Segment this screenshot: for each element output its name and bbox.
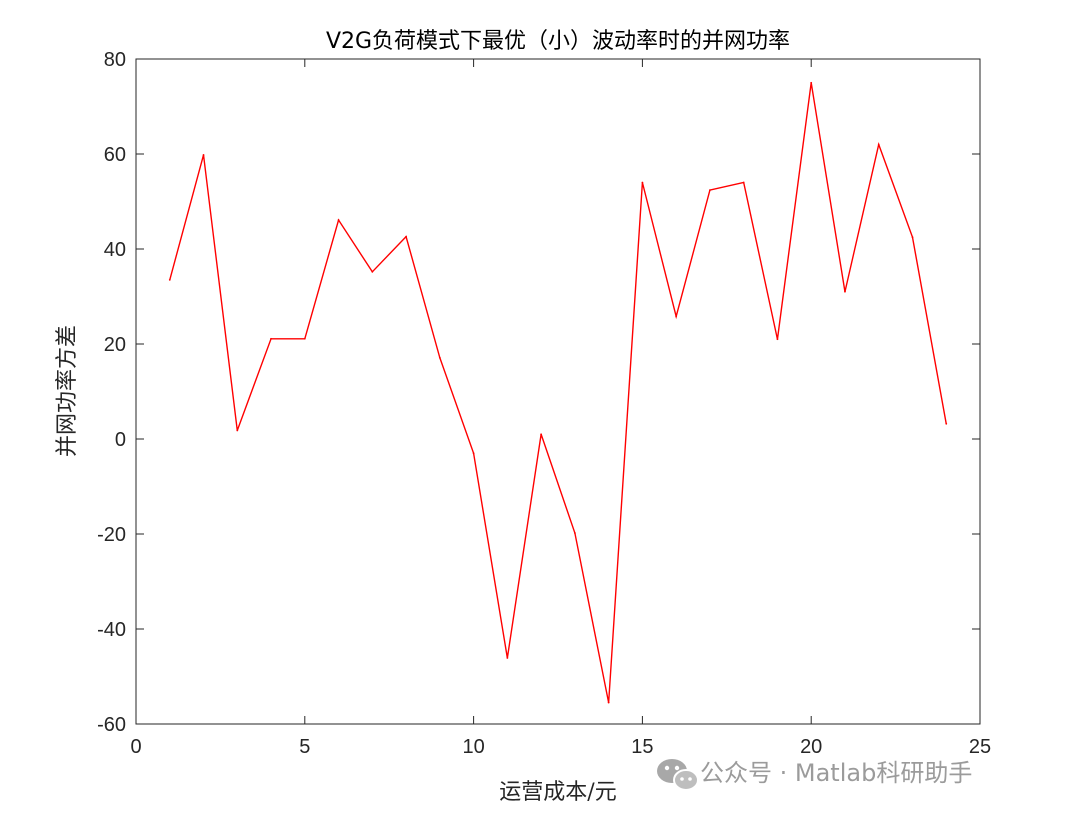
wechat-icon (657, 759, 699, 791)
data-point (168, 278, 171, 281)
data-point (472, 452, 475, 455)
data-point (236, 429, 239, 432)
x-axis-label: 运营成本/元 (499, 780, 616, 805)
y-tick-label: 80 (104, 49, 126, 71)
x-tick-label: 0 (130, 736, 141, 758)
data-point (438, 356, 441, 359)
data-point (202, 154, 205, 156)
y-tick-label: 60 (104, 144, 126, 166)
chart-title: V2G负荷模式下最优（小）波动率时的并网功率 (326, 29, 790, 54)
watermark: 公众号 · Matlab科研助手 (657, 759, 972, 791)
y-tick-label: -20 (97, 524, 126, 546)
data-point (911, 236, 914, 239)
data-point (877, 143, 880, 146)
plot-area (136, 59, 980, 724)
data-point (709, 189, 711, 192)
data-point (371, 270, 374, 273)
data-point (742, 181, 745, 184)
data-point (405, 235, 407, 238)
data-point (844, 290, 846, 293)
x-axis-ticks: 0 5 10 15 20 25 (130, 59, 991, 758)
series-layer (168, 81, 948, 704)
data-point (776, 338, 779, 341)
data-point (675, 315, 678, 318)
x-tick-label: 5 (299, 736, 310, 758)
data-point (607, 701, 610, 704)
x-tick-label: 10 (462, 736, 484, 758)
y-axis-label: 并网功率方差 (55, 325, 80, 457)
data-point (540, 433, 543, 436)
data-point (337, 219, 340, 221)
watermark-text: 公众号 · Matlab科研助手 (700, 759, 972, 787)
series-line-0 (169, 82, 947, 703)
x-tick-label: 25 (969, 736, 991, 758)
axes-frame (135, 58, 981, 725)
y-tick-label: -40 (97, 619, 126, 641)
data-point (810, 81, 813, 84)
y-axis-ticks: -60 -40 -20 0 20 40 60 80 (97, 49, 980, 736)
data-point (303, 337, 306, 340)
data-point (270, 337, 272, 340)
y-tick-label: 0 (115, 429, 126, 451)
data-point (945, 422, 948, 425)
x-tick-label: 15 (631, 736, 653, 758)
data-point (573, 532, 576, 534)
x-tick-label: 20 (800, 736, 822, 758)
y-tick-label: -60 (97, 714, 126, 736)
data-point (506, 657, 509, 659)
y-tick-label: 20 (104, 334, 126, 356)
data-point (641, 181, 644, 184)
y-tick-label: 40 (104, 239, 126, 261)
